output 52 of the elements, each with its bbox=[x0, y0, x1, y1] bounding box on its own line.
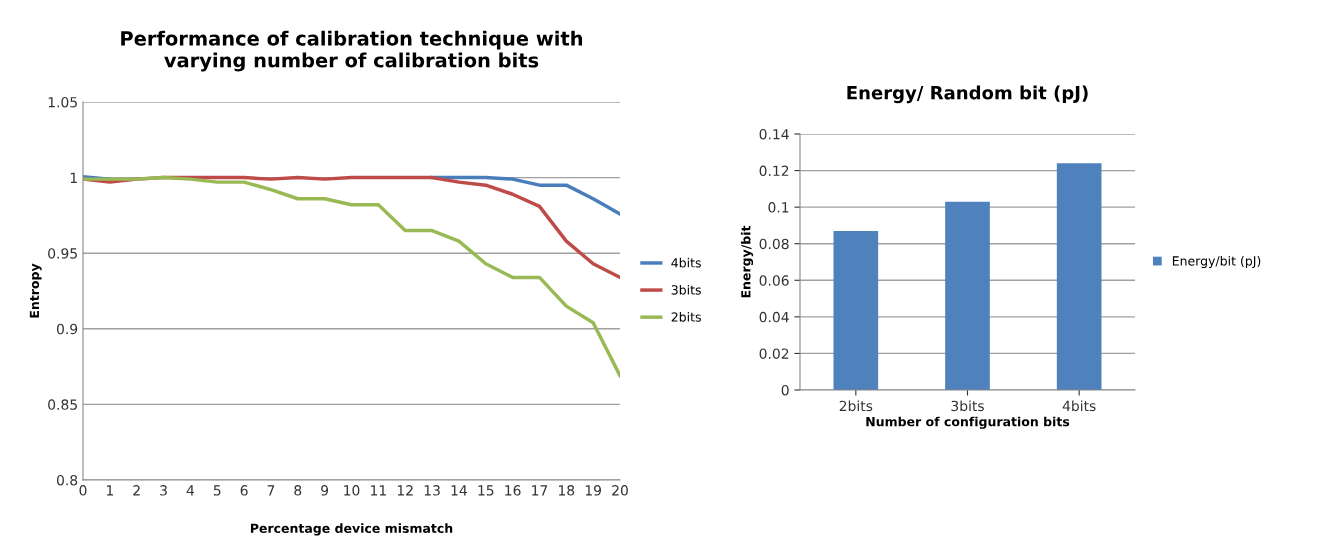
x-tick-label: 8 bbox=[294, 485, 302, 496]
bar bbox=[833, 230, 879, 390]
y-tick-label: 0.8 bbox=[56, 474, 78, 486]
legend-label: 4bits bbox=[671, 257, 701, 268]
y-tick-label: 0.85 bbox=[48, 399, 77, 410]
y-axis-title: Entropy bbox=[29, 263, 42, 318]
x-tick-label: 2 bbox=[133, 485, 140, 496]
x-tick-label: 3bits bbox=[951, 400, 984, 412]
x-axis-title: Number of configuration bits bbox=[866, 416, 1070, 429]
y-tick-label: 0.02 bbox=[759, 348, 789, 359]
bar bbox=[945, 201, 990, 390]
y-tick-label: 0.95 bbox=[48, 248, 77, 259]
x-tick-label: 4bits bbox=[1062, 400, 1096, 412]
x-tick-label: 15 bbox=[478, 485, 494, 496]
x-tick-label: 5 bbox=[213, 485, 221, 496]
y-tick-label: 0 bbox=[781, 384, 789, 396]
x-tick-label: 11 bbox=[371, 485, 386, 496]
x-tick-label: 17 bbox=[532, 485, 548, 496]
y-tick-label: 1 bbox=[70, 172, 77, 183]
chart-title: Performance of calibration technique with varying number of calibration bits bbox=[121, 30, 583, 72]
y-tick-label: 0.12 bbox=[759, 165, 789, 177]
y-tick-label: 0.14 bbox=[759, 128, 789, 140]
y-tick-label: 0.04 bbox=[759, 311, 789, 323]
x-tick-label: 0 bbox=[79, 485, 87, 496]
x-tick-label: 6 bbox=[240, 485, 248, 496]
y-tick-label: 0.06 bbox=[759, 275, 789, 286]
x-tick-label: 2bits bbox=[839, 400, 873, 412]
y-tick-label: 0.08 bbox=[759, 238, 789, 250]
x-tick-label: 16 bbox=[505, 485, 521, 496]
x-tick-label: 20 bbox=[612, 485, 628, 496]
x-tick-label: 18 bbox=[558, 485, 575, 496]
x-tick-label: 1 bbox=[106, 485, 113, 496]
x-tick-label: 4 bbox=[186, 485, 195, 496]
legend-label: 2bits bbox=[671, 312, 701, 322]
chart-title: Energy/ Random bit (pJ) bbox=[847, 85, 1088, 104]
legend-label: 3bits bbox=[671, 284, 701, 295]
y-tick-label: 1.05 bbox=[48, 96, 77, 108]
x-tick-label: 12 bbox=[397, 485, 413, 496]
bar bbox=[1056, 163, 1102, 390]
x-tick-label: 13 bbox=[424, 485, 440, 496]
y-tick-label: 0.1 bbox=[768, 202, 789, 213]
x-tick-label: 19 bbox=[585, 485, 602, 496]
x-tick-label: 9 bbox=[321, 485, 329, 496]
legend-label: Energy/bit (pJ) bbox=[1172, 255, 1261, 269]
x-tick-label: 7 bbox=[267, 485, 275, 496]
x-tick-label: 10 bbox=[344, 485, 360, 496]
y-axis-title: Energy/bit bbox=[740, 225, 754, 298]
x-axis-title: Percentage device mismatch bbox=[250, 523, 453, 536]
line-series bbox=[83, 175, 620, 378]
x-tick-label: 14 bbox=[451, 485, 467, 496]
x-tick-label: 3 bbox=[160, 485, 167, 496]
y-tick-label: 0.9 bbox=[56, 323, 78, 335]
